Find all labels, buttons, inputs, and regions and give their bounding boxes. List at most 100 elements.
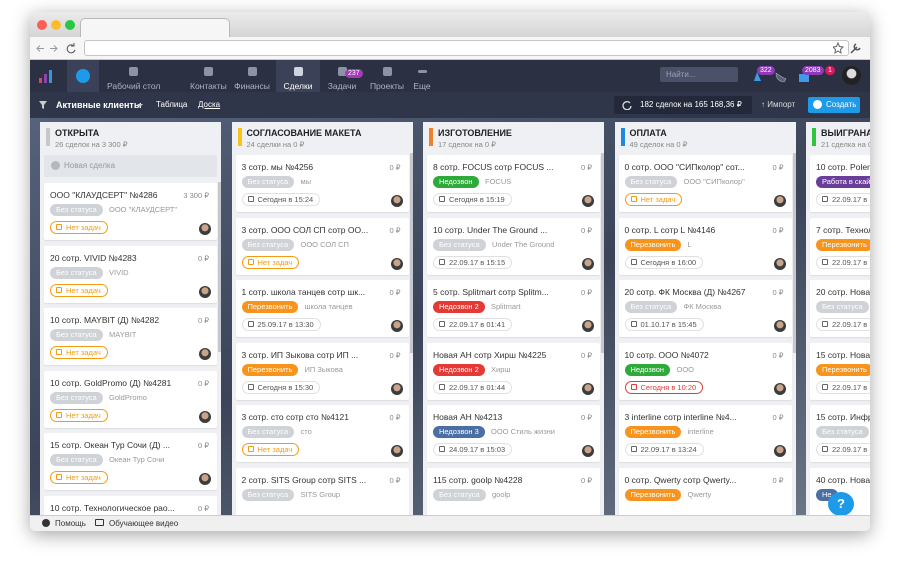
- nav-item[interactable]: Задачи 237: [322, 60, 363, 92]
- deal-card[interactable]: 20 сотр. ФК Москва (Д) №4267 0 ₽ Без стату…: [618, 280, 792, 337]
- assignee-avatar: [199, 223, 211, 235]
- deal-title: 3 сотр. ИП Зыкова сотр ИП ...: [241, 349, 359, 360]
- deal-card[interactable]: Новая АН №4213 0 ₽ Недозвон 3 ООО Стиль жиз…: [427, 405, 600, 462]
- help-link[interactable]: Помощь: [55, 519, 86, 528]
- task-text: 22.09.17 в 15:15: [449, 257, 506, 267]
- company-name: Океан Тур Сочи: [109, 455, 165, 464]
- deal-card[interactable]: 0 сотр. ООО "СИПколор" сот... 0 ₽ Без стат…: [618, 155, 792, 212]
- deal-card[interactable]: 15 сотр. Новая Перезвонить 22.09.17 в: [810, 342, 870, 400]
- deal-card[interactable]: 0 сотр. Qwerty сотр Qwerty... 0 ₽ Перезвон…: [618, 467, 792, 515]
- nav-buttons[interactable]: [36, 42, 80, 55]
- deal-card[interactable]: 0 сотр. L сотр L №4146 0 ₽ Перезвонить L Сег…: [618, 217, 792, 275]
- add-button[interactable]: [67, 60, 99, 92]
- deal-title: 10 сотр. MAYBIT (Д) №4282: [50, 315, 160, 325]
- status-pill: Без статуса: [433, 238, 486, 251]
- company-name: MAYBIT: [109, 330, 137, 339]
- deal-card[interactable]: 15 сотр. Инфра Без статуса 22.09.17 в: [810, 405, 870, 462]
- user-avatar[interactable]: [842, 66, 861, 85]
- company-name: ООО Стиль жизни: [491, 427, 555, 436]
- task-icon: [439, 258, 445, 265]
- deal-title: 20 сотр. ФК Москва (Д) №4267: [624, 287, 746, 297]
- company-name: L: [687, 239, 692, 249]
- task-text: 01.10.17 в 15:45: [640, 320, 697, 329]
- deal-card[interactable]: 2 сотр. SITS Group сотр SITS ... 0 ₽ Без с…: [235, 467, 409, 515]
- deal-title: 10 сотр. GoldPromo (Д) №4281: [50, 377, 172, 388]
- nav-item[interactable]: Рабочий стол: [107, 60, 160, 92]
- deal-card[interactable]: 3 сотр. ООО СОЛ СП сотр ОО... 0 ₽ Без стат…: [235, 217, 409, 275]
- deal-card[interactable]: 3 сотр. сто сотр сто №4121 0 ₽ Без статуса…: [235, 405, 409, 462]
- deal-card[interactable]: Новая АН сотр Хирш №4225 0 ₽ Недозвон 2 Хир…: [427, 342, 600, 400]
- deal-card[interactable]: 3 interline сотр interline №4... 0 ₽ Перез…: [618, 405, 792, 462]
- deal-title: 10 сотр. Polerie: [816, 162, 870, 172]
- task-text: Сегодня в 15:24: [257, 195, 314, 204]
- company-name: ООО "СИПколор": [683, 177, 745, 186]
- kanban-board: ОТКРЫТА 26 сделок на 3 300 ₽ Новая сделка О…: [30, 118, 870, 515]
- browser-tab[interactable]: [80, 18, 230, 37]
- task-text: Нет задач: [66, 285, 101, 295]
- task-icon: [247, 196, 254, 202]
- deal-card[interactable]: ООО "КЛАУДСЕРТ" №4286 3 300 ₽ Без статуса О…: [44, 183, 217, 240]
- company-name: Under The Ground: [492, 239, 555, 249]
- url-field[interactable]: [84, 40, 849, 56]
- status-pill: Перезвонить: [624, 426, 682, 438]
- create-button[interactable]: Создать: [808, 97, 860, 113]
- deal-card[interactable]: 5 сотр. Splitmart сотр Splitm... 0 ₽ Недоз…: [427, 280, 600, 337]
- assignee-avatar: [390, 257, 403, 270]
- minimize-button[interactable]: [51, 20, 61, 30]
- task-pill: 25.09.17 в 13:30: [241, 318, 321, 331]
- task-icon: [822, 196, 828, 202]
- close-button[interactable]: [37, 20, 47, 30]
- nav-item[interactable]: Проекты: [366, 60, 408, 92]
- deal-card[interactable]: 10 сотр. ООО №4072 0 ₽ Недозвон ООО Сегодня …: [618, 342, 792, 400]
- nav-label: Финансы: [234, 81, 270, 91]
- deal-title: 3 сотр. ООО СОЛ СП сотр ОО...: [241, 224, 369, 235]
- dropdown-arrow[interactable]: [137, 104, 143, 108]
- task-icon: [56, 286, 62, 293]
- deal-amount: 3 300 ₽: [183, 191, 209, 200]
- company-name: VIVID: [109, 267, 129, 277]
- deal-card[interactable]: 10 сотр. GoldPromo (Д) №4281 0 ₽ Без стату…: [44, 370, 217, 428]
- toolbar-icons[interactable]: [833, 42, 863, 55]
- summary-text: 182 сделок на 165 168,36 ₽: [640, 100, 742, 109]
- maximize-button[interactable]: [65, 20, 75, 30]
- deal-card[interactable]: 3 сотр. мы №4256 0 ₽ Без статуса мы Сегодня …: [235, 155, 409, 212]
- nav-item[interactable]: Контакты: [190, 60, 227, 92]
- deal-card[interactable]: 1 сотр. школа танцев сотр шк... 0 ₽ Перезв…: [235, 280, 409, 337]
- deal-card[interactable]: 7 сотр. Техноло Перезвонить 22.09.17 в: [810, 217, 870, 275]
- deal-title: 10 сотр. Технологическое рао...: [50, 502, 175, 513]
- deal-title: 7 сотр. Техноло: [816, 224, 870, 235]
- deal-card[interactable]: 10 сотр. Технологическое рао... 0 ₽: [44, 495, 217, 515]
- pipeline-title[interactable]: Активные клиенты: [56, 100, 142, 110]
- video-link[interactable]: Обучающее видео: [109, 519, 179, 528]
- filter-icon[interactable]: [39, 101, 47, 109]
- new-deal-button[interactable]: Новая сделка: [44, 155, 217, 177]
- import-button[interactable]: ↑ Импорт: [761, 100, 796, 109]
- search-field[interactable]: Найти...: [660, 67, 738, 82]
- deal-card[interactable]: 15 сотр. Океан Тур Сочи (Д) ... 0 ₽ Без ст…: [44, 433, 217, 490]
- import-label: Импорт: [767, 100, 796, 109]
- deal-card[interactable]: 3 сотр. ИП Зыкова сотр ИП ... 0 ₽ Перезвон…: [235, 342, 409, 400]
- column-summary: 21 сделка на 0 ₽: [821, 140, 870, 149]
- notification-icons[interactable]: [752, 69, 862, 85]
- deal-card[interactable]: 10 сотр. Polerie Работа в скайп 22.09.17 в: [810, 155, 870, 212]
- nav-item[interactable]: Еще: [410, 60, 434, 92]
- deal-card[interactable]: 20 сотр. Новая Без статуса 22.09.17 в: [810, 280, 870, 337]
- status-pill: Перезвонить: [816, 363, 870, 376]
- view-tab[interactable]: Доска: [198, 100, 221, 109]
- deal-card[interactable]: 8 сотр. FOCUS сотр FOCUS ... 0 ₽ Недозвон F…: [427, 155, 600, 212]
- badge: 237: [345, 69, 363, 78]
- new-deal-label: Новая сделка: [64, 161, 116, 170]
- deal-card[interactable]: 20 сотр. VIVID №4283 0 ₽ Без статуса VIVID Н…: [44, 245, 217, 303]
- task-icon: [56, 474, 62, 480]
- nav-item[interactable]: Финансы: [232, 60, 272, 92]
- deal-card[interactable]: 10 сотр. MAYBIT (Д) №4282 0 ₽ Без статуса M…: [44, 308, 217, 365]
- view-tab[interactable]: Таблица: [156, 100, 188, 109]
- column-summary: 24 сделки на 0 ₽: [246, 140, 305, 149]
- nav-item[interactable]: Сделки: [276, 60, 320, 92]
- deal-card[interactable]: 10 сотр. Under The Ground ... 0 ₽ Без стат…: [427, 217, 600, 275]
- deal-title: 3 interline сотр interline №4...: [624, 412, 737, 422]
- column-color-bar: [46, 128, 50, 146]
- deal-card[interactable]: 115 сотр. goolp №4228 0 ₽ Без статуса goolp: [427, 467, 600, 515]
- help-button[interactable]: ?: [828, 492, 854, 516]
